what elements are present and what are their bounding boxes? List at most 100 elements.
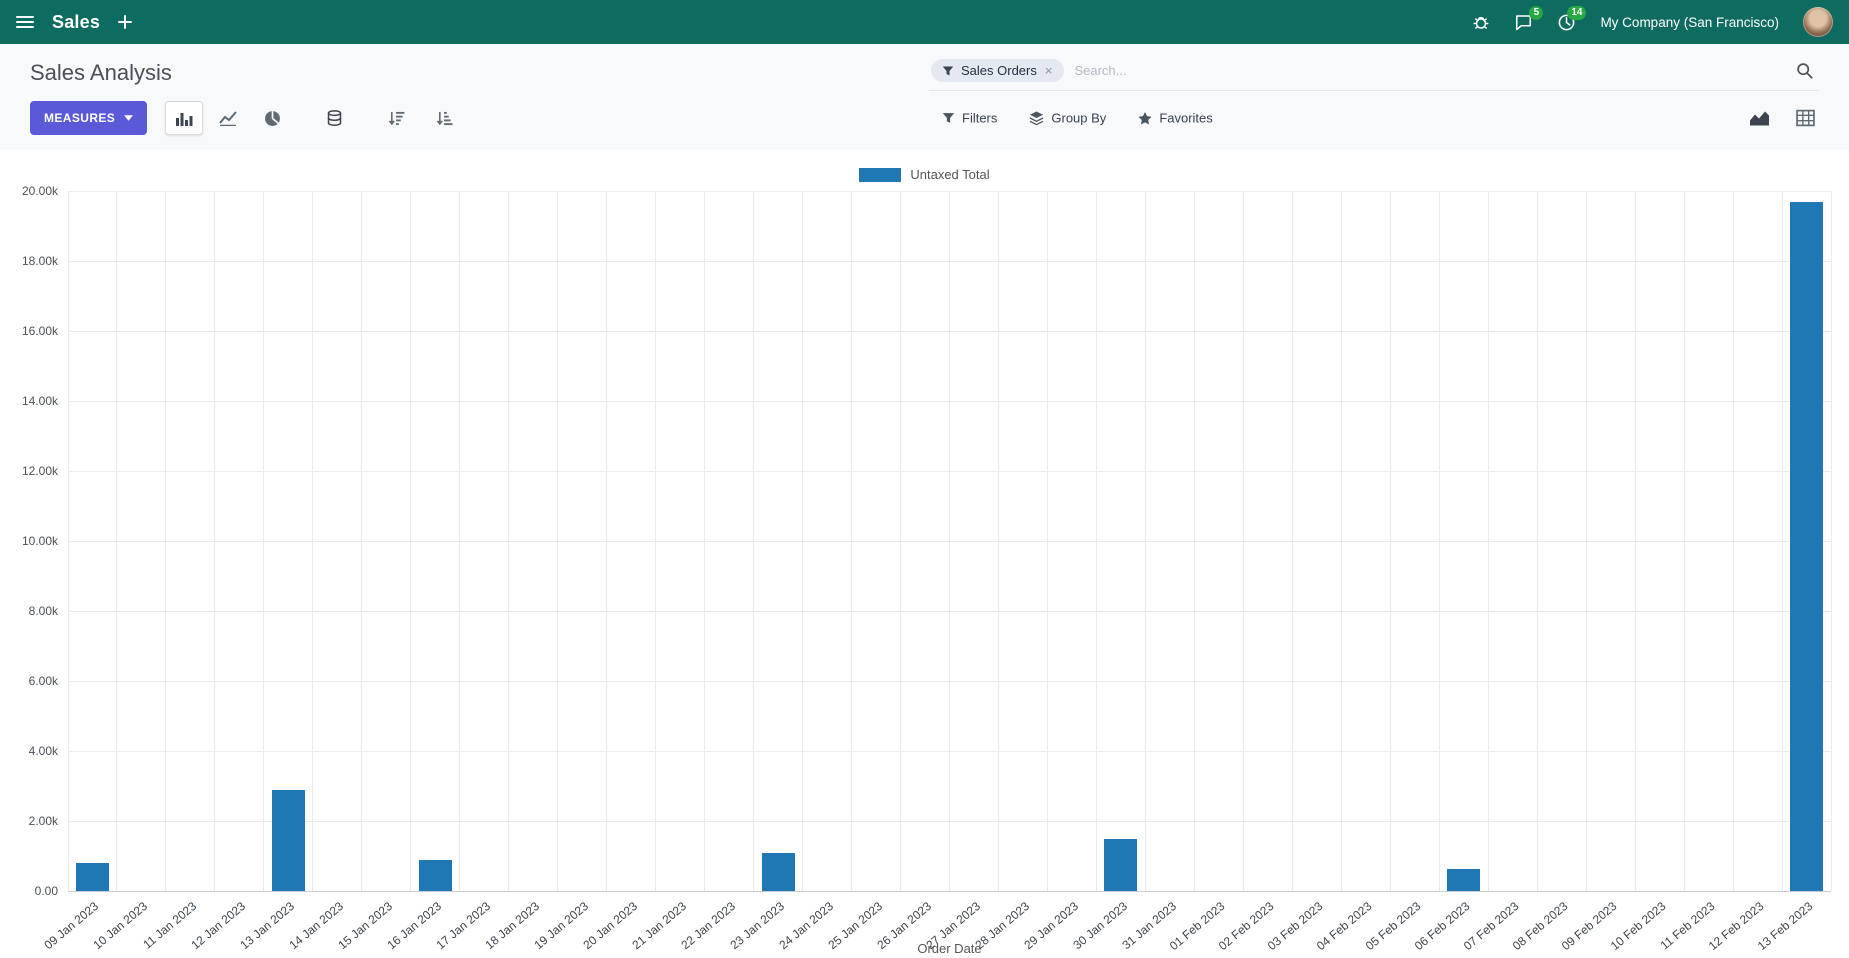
chart-bar[interactable] [1104, 838, 1138, 891]
group-by-label: Group By [1051, 110, 1107, 126]
pivot-table-icon [1796, 109, 1815, 127]
favorites-button[interactable]: Favorites [1138, 110, 1213, 126]
v-gridline [1585, 191, 1587, 891]
chart-legend: Untaxed Total [0, 167, 1849, 182]
stacked-toggle-button[interactable] [315, 101, 353, 135]
hamburger-menu-icon[interactable] [16, 16, 34, 28]
v-gridline [1193, 191, 1195, 891]
pie-chart-button[interactable] [253, 101, 291, 135]
v-gridline [900, 191, 902, 891]
messages-icon[interactable]: 5 [1514, 6, 1544, 31]
sort-descending-button[interactable] [377, 101, 415, 135]
app-name[interactable]: Sales [52, 11, 101, 32]
bug-icon[interactable] [1472, 13, 1490, 31]
chart-bar[interactable] [761, 853, 795, 891]
sort-ascending-icon [436, 111, 453, 125]
v-gridline [1095, 191, 1097, 891]
v-gridline [557, 191, 559, 891]
sort-ascending-button[interactable] [425, 101, 463, 135]
v-gridline [508, 191, 510, 891]
measures-button-label: MEASURES [44, 111, 116, 125]
chart-bar[interactable] [1447, 868, 1481, 891]
chart-bar[interactable] [1790, 201, 1823, 891]
search-bar[interactable]: Sales Orders × [929, 55, 1819, 91]
v-gridline [410, 191, 412, 891]
top-navbar: Sales 5 14 My Company (San Francisco) [0, 0, 1849, 44]
chevron-down-icon [124, 115, 134, 121]
y-tick-label: 4.00k [28, 744, 58, 758]
legend-swatch [859, 167, 902, 182]
v-gridline [606, 191, 608, 891]
line-chart-button[interactable] [209, 101, 247, 135]
v-gridline [1438, 191, 1440, 891]
measures-button[interactable]: MEASURES [30, 101, 148, 135]
search-facet-label: Sales Orders [961, 63, 1037, 78]
v-gridline [851, 191, 853, 891]
chart-bar[interactable] [418, 859, 452, 891]
layers-icon [1030, 111, 1044, 126]
y-tick-label: 2.00k [28, 814, 58, 828]
activities-clock-icon[interactable]: 14 [1557, 5, 1587, 32]
bar-chart-icon [176, 112, 193, 126]
company-switcher[interactable]: My Company (San Francisco) [1600, 14, 1779, 30]
activities-badge: 14 [1567, 5, 1587, 20]
search-facet[interactable]: Sales Orders × [931, 59, 1065, 82]
h-gridline [68, 890, 1831, 892]
bar-chart-button[interactable] [165, 101, 204, 135]
v-gridline [1683, 191, 1685, 891]
filters-label: Filters [962, 110, 998, 126]
pie-chart-icon [264, 110, 280, 126]
area-chart-icon [1750, 111, 1769, 126]
y-tick-label: 18.00k [21, 254, 58, 268]
y-tick-label: 20.00k [21, 184, 58, 198]
filter-funnel-icon [942, 66, 954, 75]
v-gridline [67, 191, 69, 891]
v-gridline [1340, 191, 1342, 891]
v-gridline [312, 191, 314, 891]
v-gridline [263, 191, 265, 891]
y-tick-label: 0.00 [34, 884, 58, 898]
line-chart-icon [219, 111, 237, 126]
star-icon [1138, 111, 1152, 125]
page-title: Sales Analysis [30, 60, 172, 85]
graph-view-button[interactable] [1749, 110, 1770, 127]
v-gridline [949, 191, 950, 891]
v-gridline [1046, 191, 1048, 891]
v-gridline [1144, 191, 1146, 891]
v-gridline [753, 191, 755, 891]
x-axis-title: Order Date [917, 941, 982, 956]
chart-bar[interactable] [75, 863, 109, 891]
search-icon[interactable] [1796, 62, 1813, 79]
group-by-button[interactable]: Group By [1029, 111, 1106, 126]
messages-badge: 5 [1529, 6, 1544, 20]
legend-item[interactable]: Untaxed Total [859, 167, 990, 182]
bar-chart-plot: 0.00 2.00k 4.00k 6.00k 8.00k 10.00k 12.00k 14.0… [22, 184, 1832, 953]
favorites-label: Favorites [1159, 110, 1213, 126]
control-panel: Sales Analysis Sales Orders × MEASURES [0, 44, 1849, 149]
legend-label: Untaxed Total [910, 167, 990, 182]
filter-funnel-icon [942, 113, 955, 123]
chart-area: Untaxed Total 0.00 2.00k 4.00k 6.00k 8.00k 10… [0, 149, 1849, 958]
stacked-database-icon [327, 109, 341, 126]
v-gridline [997, 191, 999, 891]
v-gridline [1634, 191, 1636, 891]
y-tick-label: 10.00k [21, 534, 58, 548]
v-gridline [1830, 191, 1832, 891]
filters-button[interactable]: Filters [942, 111, 997, 126]
v-gridline [1291, 191, 1293, 891]
chart-bar[interactable] [271, 789, 305, 891]
v-gridline [165, 191, 167, 891]
v-gridline [116, 191, 118, 891]
v-gridline [1732, 191, 1734, 891]
search-input[interactable] [1074, 63, 1786, 78]
plus-icon[interactable] [118, 15, 133, 29]
pivot-view-button[interactable] [1796, 109, 1815, 127]
v-gridline [1536, 191, 1538, 891]
v-gridline [704, 191, 706, 891]
y-tick-label: 16.00k [21, 324, 58, 338]
user-avatar[interactable] [1803, 7, 1833, 37]
v-gridline [1487, 191, 1489, 891]
v-gridline [655, 191, 657, 891]
remove-facet-icon[interactable]: × [1044, 63, 1053, 78]
v-gridline [1389, 191, 1391, 891]
